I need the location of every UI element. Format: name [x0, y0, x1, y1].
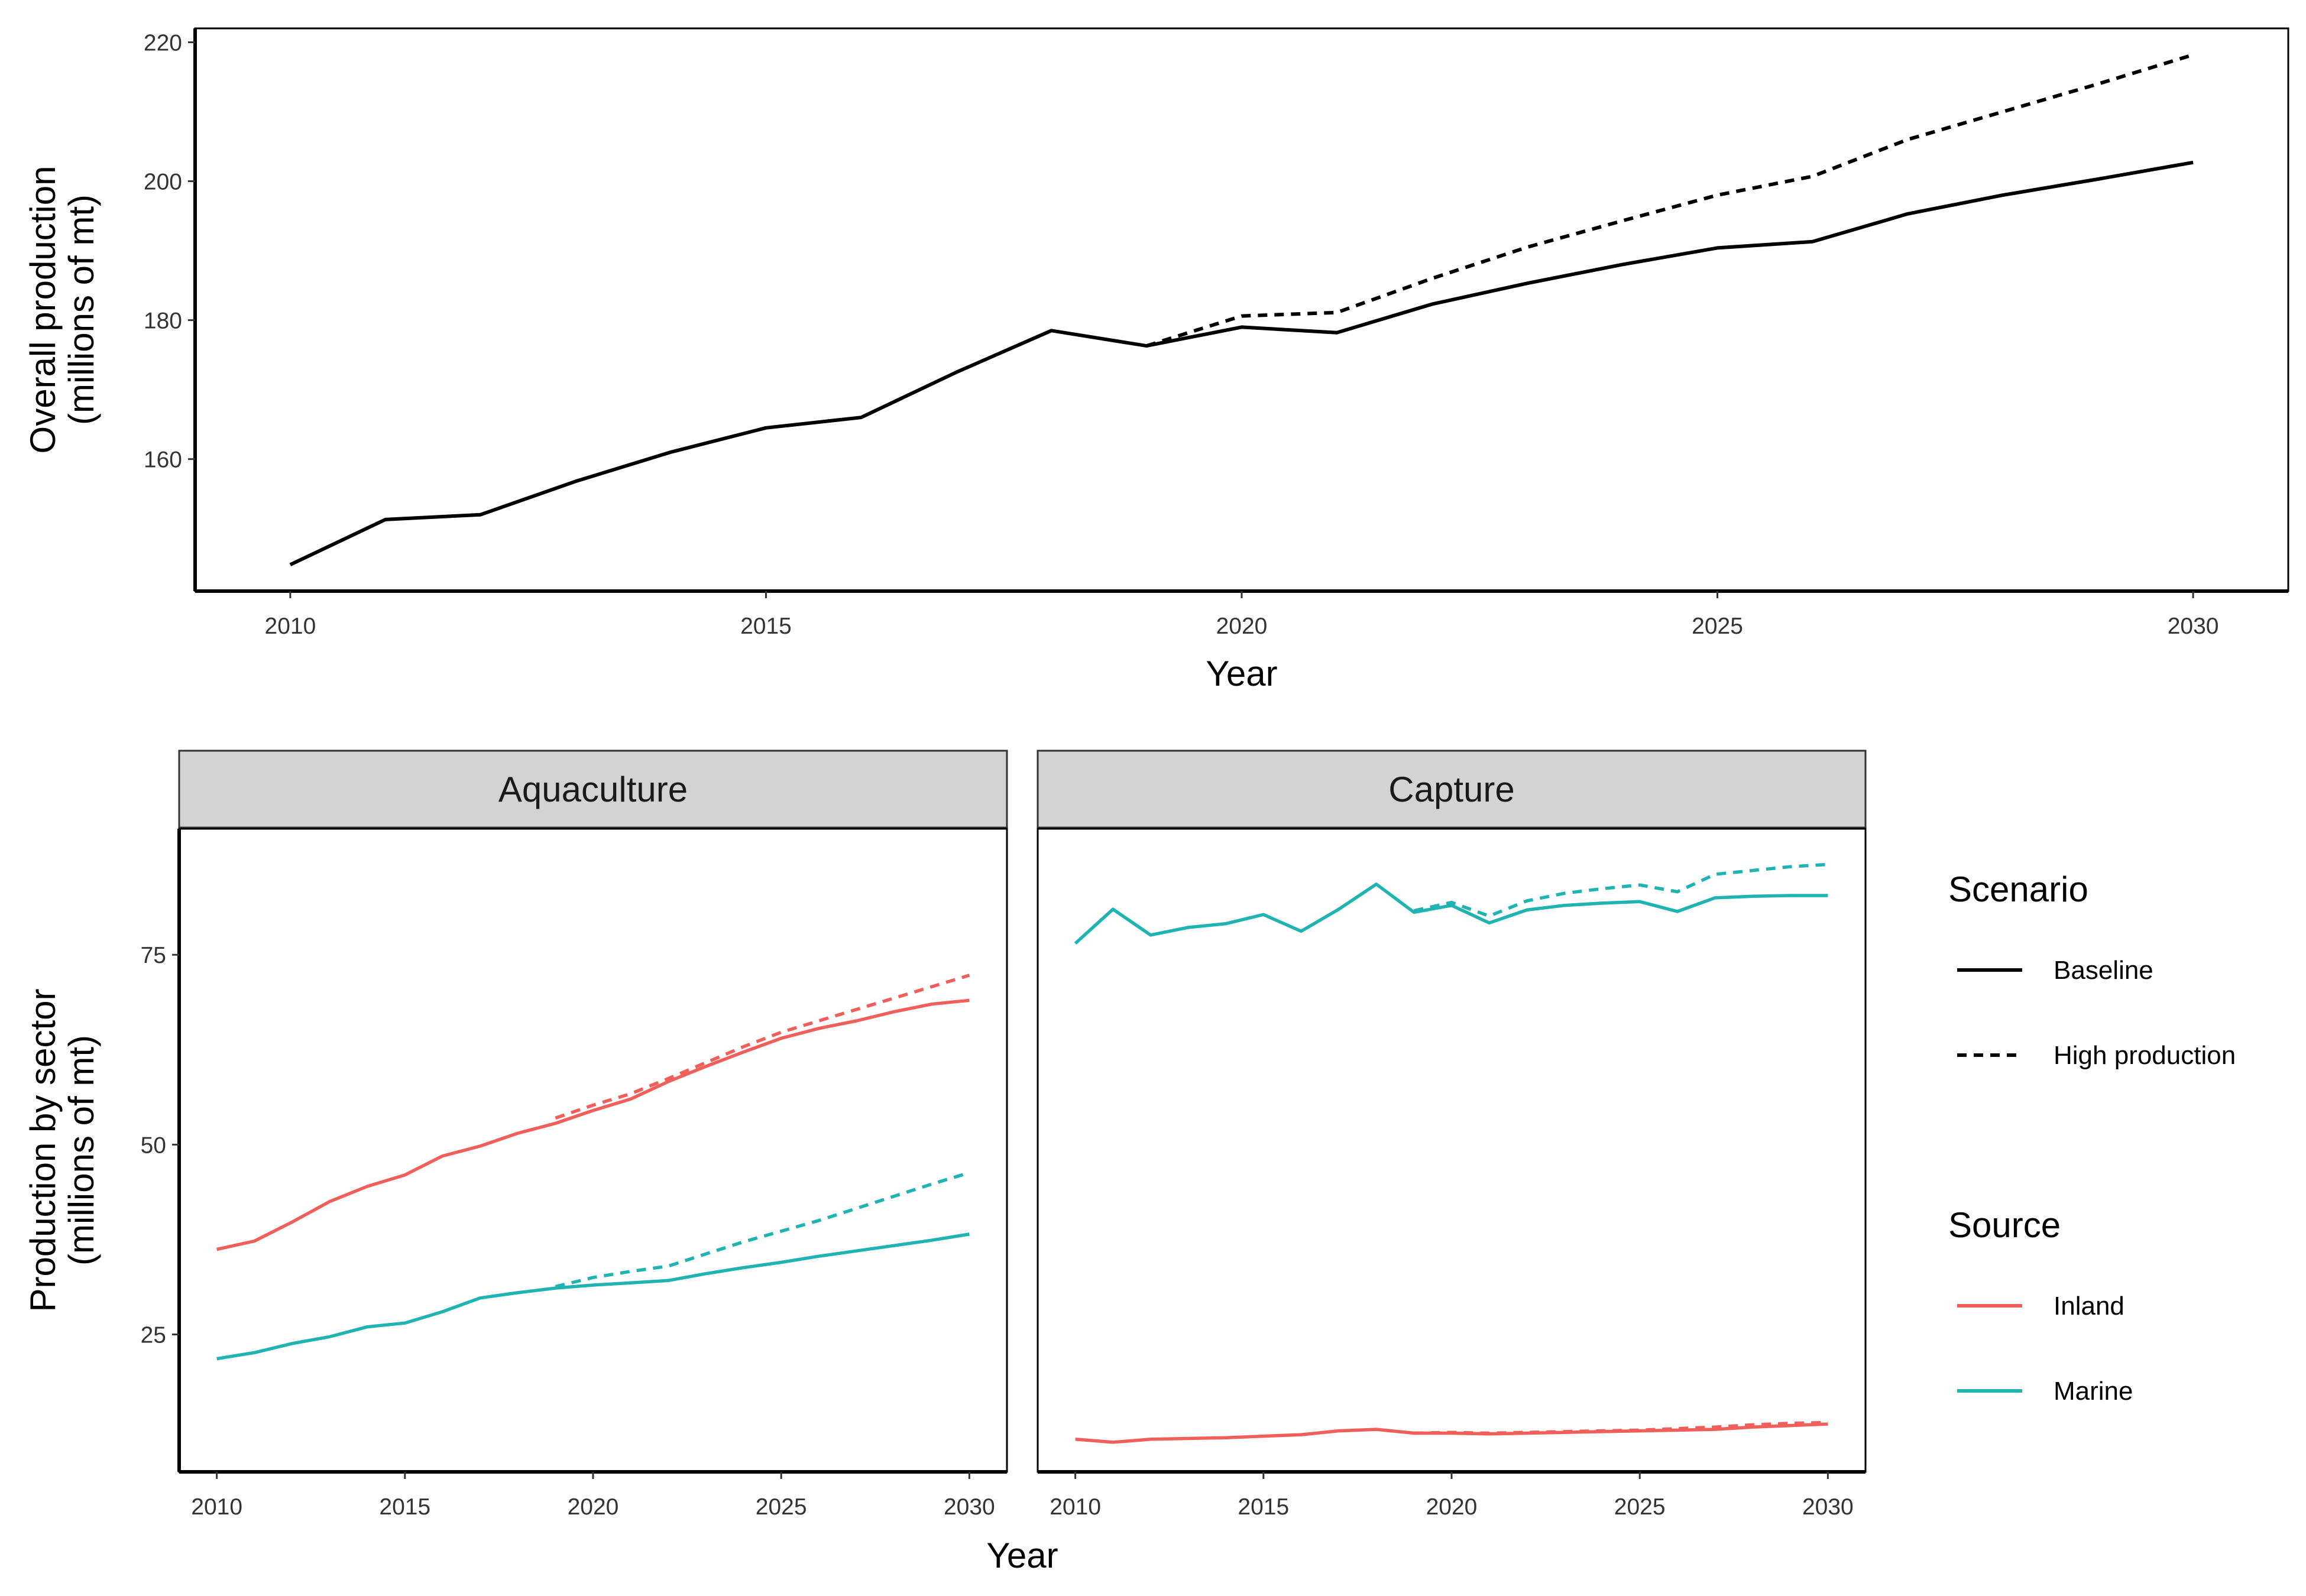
aquaculture-x-ticks: 2010 2015 2020 2025 2030: [191, 1472, 995, 1520]
capture-strip: [1037, 750, 1867, 829]
sector-x-axis-title: Year: [986, 1536, 1058, 1575]
legend: Scenario Baseline High production Source…: [1948, 870, 2236, 1406]
capture-strip-label: Capture: [1388, 770, 1514, 809]
capture-x-tick-label-2010: 2010: [1050, 1494, 1101, 1520]
capture-x-tick-label-2020: 2020: [1426, 1494, 1478, 1520]
capture-line-marine-baseline: [1074, 883, 1828, 945]
overall-x-ticks: 2010 2015 2020 2025 2030: [265, 591, 2219, 639]
sector-y-ticks: 25 50 75: [141, 943, 179, 1348]
aquaculture-strip: [178, 750, 1008, 829]
legend-source-title: Source: [1948, 1205, 2061, 1245]
capture-x-tick-label-2025: 2025: [1614, 1494, 1666, 1520]
aquaculture-x-tick-label-2010: 2010: [191, 1494, 242, 1520]
aquaculture-strip-label: Aquaculture: [498, 770, 688, 809]
capture-line-inland-high-production: [1414, 1420, 1828, 1435]
overall-y-tick-label-200: 200: [144, 170, 182, 195]
legend-label-baseline: Baseline: [2054, 956, 2153, 985]
overall-series-lines: [289, 53, 2194, 567]
overall-x-tick-label-2010: 2010: [265, 614, 316, 639]
overall-y-tick-label-160: 160: [144, 447, 182, 473]
overall-x-tick-label-2020: 2020: [1216, 614, 1268, 639]
overall-y-tick-label-220: 220: [144, 31, 182, 56]
aquaculture-x-tick-label-2025: 2025: [756, 1494, 807, 1520]
legend-label-marine: Marine: [2054, 1377, 2133, 1406]
sector-y-tick-label-50: 50: [141, 1133, 166, 1158]
aquaculture-line-marine-baseline: [216, 1232, 970, 1361]
aquaculture-x-tick-label-2015: 2015: [379, 1494, 430, 1520]
sector-chart: Aquaculture 2010 2015 2020 2025 2030 255075 …: [23, 750, 2236, 1575]
overall-chart: 2010 2015 2020 2025 2030 160 180 200 220 Year O…: [23, 27, 2289, 693]
aquaculture-x-tick-label-2030: 2030: [944, 1494, 995, 1520]
capture-line-marine-high-production: [1413, 862, 1828, 918]
overall-x-tick-label-2030: 2030: [2168, 614, 2219, 639]
aquaculture-line-marine-high-production: [555, 1171, 970, 1289]
overall-x-tick-label-2025: 2025: [1692, 614, 1743, 639]
aquaculture-line-inland-high-production: [555, 974, 970, 1120]
aquaculture-panel: Aquaculture 2010 2015 2020 2025 2030 25 50 75: [141, 750, 1008, 1520]
capture-series-lines: [1074, 862, 1828, 1444]
aquaculture-series-lines: [216, 974, 970, 1361]
sector-y-tick-label-75: 75: [141, 943, 166, 968]
legend-label-inland: Inland: [2054, 1292, 2124, 1321]
overall-y-axis-title-line-2: (millions of mt): [61, 194, 101, 425]
legend-scenario-title: Scenario: [1948, 870, 2088, 909]
capture-x-ticks: 2010 2015 2020 2025 2030: [1050, 1472, 1854, 1520]
overall-y-tick-label-180: 180: [144, 309, 182, 334]
aquaculture-x-tick-label-2020: 2020: [568, 1494, 619, 1520]
capture-x-tick-label-2030: 2030: [1802, 1494, 1854, 1520]
sector-y-tick-label-25: 25: [141, 1322, 166, 1348]
overall-x-tick-label-2015: 2015: [740, 614, 792, 639]
overall-y-axis-title-line-1: Overall production: [23, 166, 63, 454]
capture-panel: Capture 2010 2015 2020 2025 2030: [1037, 750, 1867, 1520]
overall-y-ticks: 160 180 200 220: [144, 31, 195, 473]
sector-y-axis-title-line-2: (millions of mt): [61, 1035, 101, 1266]
aquaculture-line-inland-baseline: [216, 998, 970, 1251]
sector-y-axis-title-line-1: Production by sector: [23, 989, 63, 1312]
overall-line-baseline: [289, 160, 2194, 567]
legend-label-high-production: High production: [2054, 1041, 2236, 1070]
capture-x-tick-label-2015: 2015: [1238, 1494, 1289, 1520]
overall-x-axis-title: Year: [1206, 654, 1277, 693]
